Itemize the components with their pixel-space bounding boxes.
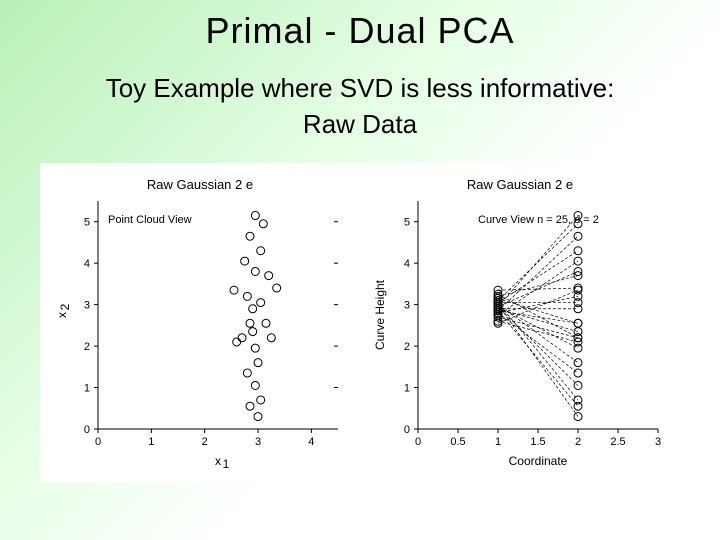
- svg-text:0: 0: [404, 424, 410, 436]
- svg-text:2: 2: [202, 436, 208, 448]
- curve-line: [498, 275, 578, 296]
- curve-line: [498, 261, 578, 315]
- curve-point: [574, 358, 582, 366]
- svg-text:1: 1: [84, 382, 90, 394]
- right-chart-svg: Raw Gaussian 2 e 0 1 2 3 4 5 0 0.5 1 1.5 2 2.5 3 Coord…: [370, 173, 670, 473]
- svg-text:2.5: 2.5: [610, 436, 625, 448]
- svg-text:2: 2: [58, 303, 72, 310]
- svg-text:3: 3: [404, 299, 410, 311]
- svg-text:5: 5: [84, 217, 90, 229]
- scatter-point: [251, 344, 259, 352]
- svg-text:0: 0: [84, 424, 90, 436]
- scatter-point: [251, 381, 259, 389]
- slide-subtitle: Toy Example where SVD is less informativ…: [106, 70, 615, 143]
- scatter-point: [257, 298, 265, 306]
- scatter-point: [251, 267, 259, 275]
- curve-line: [498, 296, 578, 313]
- right-inset-label: Curve View n = 25, d = 2: [478, 214, 599, 226]
- svg-text:0: 0: [415, 436, 421, 448]
- scatter-point: [254, 412, 262, 420]
- svg-text:5: 5: [404, 217, 410, 229]
- scatter-point: [243, 369, 251, 377]
- svg-text:2: 2: [404, 341, 410, 353]
- slide-title: Primal - Dual PCA: [205, 10, 514, 52]
- scatter-point: [262, 319, 270, 327]
- curve-point: [574, 369, 582, 377]
- scatter-point: [246, 319, 254, 327]
- scatter-point: [259, 220, 267, 228]
- svg-text:1: 1: [404, 382, 410, 394]
- scatter-point: [257, 396, 265, 404]
- scatter-point: [238, 334, 246, 342]
- curve-line: [498, 304, 578, 362]
- scatter-point: [241, 257, 249, 265]
- svg-text:3: 3: [255, 436, 261, 448]
- curve-line: [498, 304, 578, 416]
- left-chart-svg: Raw Gaussian 2 e01234501234x1x2Point Clo…: [50, 173, 350, 473]
- scatter-point: [233, 338, 241, 346]
- left-chart-panel: Raw Gaussian 2 e01234501234x1x2Point Clo…: [50, 173, 350, 473]
- svg-text:2: 2: [575, 436, 581, 448]
- left-chart-title: Raw Gaussian 2 e: [147, 177, 253, 192]
- scatter-point: [265, 271, 273, 279]
- right-chart-title: Raw Gaussian 2 e: [467, 177, 573, 192]
- right-xlabel: Coordinate: [509, 454, 568, 468]
- svg-text:2: 2: [84, 341, 90, 353]
- left-inset-label: Point Cloud View: [108, 214, 192, 226]
- slide-root: Primal - Dual PCA Toy Example where SVD …: [0, 0, 720, 540]
- scatter-point: [267, 334, 275, 342]
- svg-text:4: 4: [404, 258, 410, 270]
- svg-text:4: 4: [308, 436, 314, 448]
- figure-container: Raw Gaussian 2 e01234501234x1x2Point Clo…: [40, 163, 680, 483]
- scatter-point: [230, 286, 238, 294]
- svg-text:1: 1: [495, 436, 501, 448]
- svg-text:3: 3: [655, 436, 661, 448]
- scatter-point: [243, 292, 251, 300]
- scatter-point: [249, 327, 257, 335]
- curve-line: [498, 306, 578, 385]
- scatter-point: [246, 232, 254, 240]
- scatter-point: [249, 305, 257, 313]
- scatter-point: [246, 402, 254, 410]
- right-chart-panel: Raw Gaussian 2 e 0 1 2 3 4 5 0 0.5 1 1.5 2 2.5 3 Coord…: [370, 173, 670, 473]
- curve-line: [498, 251, 578, 303]
- subtitle-line2: Raw Data: [303, 109, 417, 139]
- svg-text:x: x: [55, 312, 69, 318]
- svg-text:1: 1: [148, 436, 154, 448]
- svg-text:4: 4: [84, 258, 90, 270]
- scatter-point: [273, 284, 281, 292]
- svg-text:1.5: 1.5: [530, 436, 545, 448]
- scatter-point: [257, 247, 265, 255]
- svg-text:0.5: 0.5: [450, 436, 465, 448]
- scatter-point: [251, 211, 259, 219]
- right-ylabel: Curve Height: [373, 279, 387, 350]
- svg-text:0: 0: [95, 436, 101, 448]
- subtitle-line1: Toy Example where SVD is less informativ…: [106, 73, 615, 103]
- curve-line: [498, 298, 578, 323]
- curve-point: [574, 402, 582, 410]
- curve-line: [498, 311, 578, 406]
- svg-text:x: x: [215, 454, 221, 468]
- svg-text:3: 3: [84, 299, 90, 311]
- curve-point: [574, 232, 582, 240]
- scatter-point: [254, 358, 262, 366]
- svg-text:1: 1: [223, 457, 230, 471]
- curve-line: [498, 236, 578, 311]
